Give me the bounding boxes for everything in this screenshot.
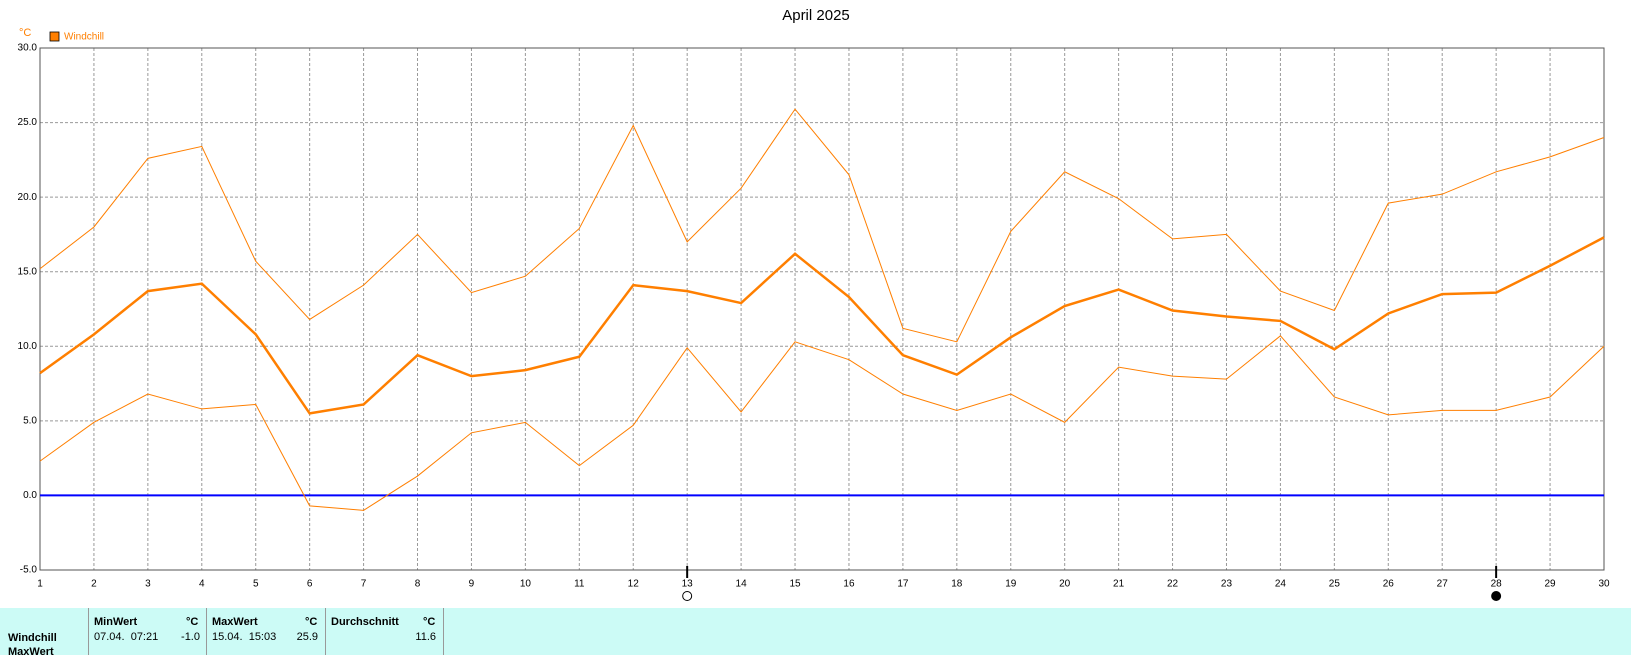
x-tick-label: 19 (1005, 579, 1017, 590)
y-tick-label: 0.0 (23, 490, 37, 501)
y-tick-label: 25.0 (18, 117, 38, 128)
x-tick-label: 29 (1545, 579, 1557, 590)
x-tick-label: 15 (789, 579, 801, 590)
header: °C (186, 616, 199, 628)
y-tick-label: 10.0 (18, 341, 38, 352)
header: °C (305, 616, 318, 628)
plot-border (39, 47, 1605, 571)
divider (443, 608, 444, 655)
x-tick-label: 17 (897, 579, 909, 590)
x-tick-label: 12 (628, 579, 640, 590)
x-tick-label: 18 (951, 579, 963, 590)
y-tick-label: 30.0 (18, 43, 38, 54)
x-tick-label: 8 (415, 579, 421, 590)
divider (206, 608, 207, 655)
y-unit: °C (19, 27, 31, 39)
cell: 15.04. 15:03 (212, 631, 277, 643)
x-tick-label: 13 (682, 579, 694, 590)
mean-line (39, 236, 1605, 415)
row-label: Windchill (8, 632, 57, 644)
divider (325, 608, 326, 655)
x-tick-label: 6 (307, 579, 313, 590)
cell: 25.9 (296, 631, 318, 643)
x-tick-label: 16 (843, 579, 855, 590)
header: MinWert (94, 616, 138, 628)
x-tick-label: 1 (37, 579, 43, 590)
cell: -1.0 (181, 631, 200, 643)
range-line (39, 335, 1605, 511)
x-tick-label: 24 (1275, 579, 1287, 590)
header: MaxWert (212, 616, 258, 628)
y-tick-label: -5.0 (20, 565, 38, 576)
x-tick-label: 20 (1059, 579, 1071, 590)
x-tick-label: 5 (253, 579, 259, 590)
x-tick-label: 27 (1437, 579, 1449, 590)
y-tick-label: 15.0 (18, 266, 38, 277)
x-tick-label: 7 (361, 579, 367, 590)
x-tick-label: 28 (1491, 579, 1503, 590)
moon-phase (682, 591, 693, 601)
legend-swatch (49, 31, 60, 42)
divider (88, 608, 89, 655)
y-tick-label: 20.0 (18, 192, 38, 203)
y-tick-label: 5.0 (23, 415, 37, 426)
header: °C (423, 616, 436, 628)
x-tick-label: 9 (469, 579, 475, 590)
chart-title: April 2025 (782, 7, 850, 24)
range-line (39, 108, 1605, 343)
cell: 11.6 (415, 631, 436, 643)
header: Durchschnitt (331, 616, 399, 628)
cell: 07.04. 07:21 (94, 631, 159, 643)
x-tick-label: 25 (1329, 579, 1341, 590)
x-tick-label: 22 (1167, 579, 1179, 590)
x-tick-label: 11 (574, 579, 585, 590)
x-tick-label: 2 (91, 579, 97, 590)
x-tick-label: 4 (199, 579, 205, 590)
summary-table: MinWert °C MaxWert °C Durchschnitt °C Wi… (0, 608, 1631, 655)
x-tick-label: 3 (145, 579, 151, 590)
chart: April 2025 °C -5.0 0.0 5.0 10.0 15.0 20.0 25.0… (18, 7, 1610, 601)
moon-phase (1491, 591, 1502, 601)
x-tick-label: 26 (1383, 579, 1395, 590)
x-tick-label: 23 (1221, 579, 1233, 590)
x-tick-label: 10 (520, 579, 532, 590)
plot-area (40, 48, 1604, 570)
x-tick-label: 14 (736, 579, 748, 590)
x-tick-label: 21 (1113, 579, 1125, 590)
legend-label: Windchill (64, 32, 104, 43)
row-label: MaxWert (8, 646, 54, 655)
x-tick-label: 30 (1598, 579, 1610, 590)
